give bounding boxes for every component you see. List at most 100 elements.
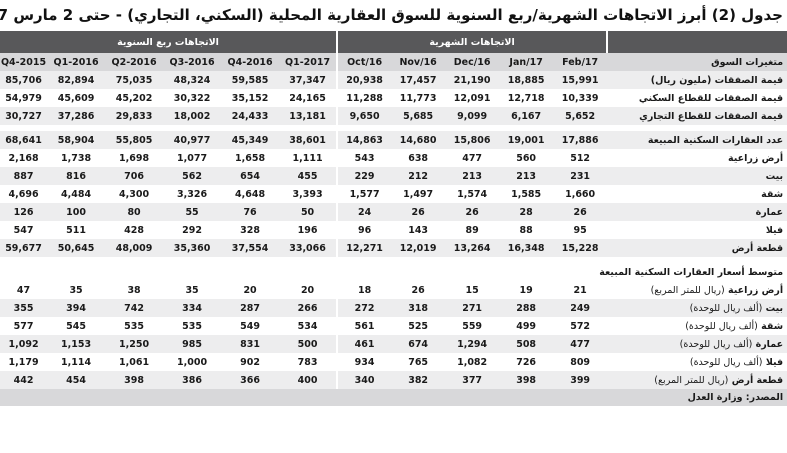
value-cell: 1,179 — [0, 353, 48, 371]
row-label: عمارة — [607, 203, 787, 221]
value-cell: 50 — [279, 203, 339, 221]
value-cell: 17,457 — [391, 71, 446, 89]
value-cell: 11,288 — [337, 89, 392, 107]
value-cell: 266 — [279, 299, 339, 317]
value-cell: 37,286 — [47, 107, 106, 125]
row-label-text: قيمة الصفقات للقطاع التجاري — [639, 110, 784, 122]
value-cell: 16,348 — [499, 239, 554, 257]
value-cell: 742 — [105, 299, 164, 317]
section-title: متوسط أسعار العقارات السكنية المبيعة — [0, 263, 787, 281]
value-cell: 1,000 — [163, 353, 222, 371]
value-cell: 461 — [337, 335, 392, 353]
table-row: شقة 1,660 1,585 1,574 1,497 1,577 3,393 4,648 3,… — [0, 185, 787, 203]
value-cell: 1,092 — [0, 335, 48, 353]
value-cell: 21 — [553, 281, 608, 299]
row-label: قطعة أرض — [607, 239, 787, 257]
value-cell: 5,652 — [553, 107, 608, 125]
table-row: شقة (ألف ريال للوحدة) 572 499 559 525 561 534 5… — [0, 317, 787, 335]
value-cell: 638 — [391, 149, 446, 167]
value-cell: 560 — [499, 149, 554, 167]
header-row: الاتجاهات الشهرية الاتجاهات ربع السنوية — [0, 31, 787, 53]
row-unit-text: (ألف ريال للوحدة) — [689, 356, 763, 368]
value-cell: 477 — [553, 335, 608, 353]
value-cell: 340 — [337, 371, 392, 389]
value-cell: 355 — [0, 299, 48, 317]
row-label: قيمة الصفقات للقطاع التجاري — [607, 107, 787, 125]
value-cell: 334 — [163, 299, 222, 317]
value-cell: 1,082 — [445, 353, 500, 371]
value-cell: 100 — [47, 203, 106, 221]
value-cell: 4,696 — [0, 185, 48, 203]
value-cell: 213 — [499, 167, 554, 185]
table-row: قيمة الصفقات للقطاع السكني 10,339 12,718 12… — [0, 89, 787, 107]
value-cell: 30,727 — [0, 107, 48, 125]
value-cell: 1,250 — [105, 335, 164, 353]
table-row: أرض زراعية (ريال للمتر المربع) 21 19 15 26 18… — [0, 281, 787, 299]
value-cell: 398 — [105, 371, 164, 389]
value-cell: 499 — [499, 317, 554, 335]
row-label: قطعة أرض (ريال للمتر المربع) — [607, 371, 787, 389]
row-label-text: أرض زراعية — [727, 152, 784, 164]
quarterly-period-header: 2016-Q4 — [221, 53, 280, 71]
value-cell: 29,833 — [105, 107, 164, 125]
value-cell: 765 — [391, 353, 446, 371]
monthly-period-header: Oct/16 — [337, 53, 392, 71]
value-cell: 75,035 — [105, 71, 164, 89]
value-cell: 45,609 — [47, 89, 106, 107]
value-cell: 35,152 — [221, 89, 280, 107]
value-cell: 229 — [337, 167, 392, 185]
value-cell: 377 — [445, 371, 500, 389]
value-cell: 2,168 — [0, 149, 48, 167]
value-cell: 783 — [279, 353, 339, 371]
value-cell: 26 — [553, 203, 608, 221]
source-note: المصدر: وزارة العدل — [0, 389, 787, 406]
value-cell: 35 — [163, 281, 222, 299]
value-cell: 55,805 — [105, 131, 164, 149]
value-cell: 366 — [221, 371, 280, 389]
value-cell: 126 — [0, 203, 48, 221]
monthly-period-header: Nov/16 — [391, 53, 446, 71]
value-cell: 3,326 — [163, 185, 222, 203]
value-cell: 37,554 — [221, 239, 280, 257]
value-cell: 549 — [221, 317, 280, 335]
value-cell: 59,585 — [221, 71, 280, 89]
row-label: شقة (ألف ريال للوحدة) — [607, 317, 787, 335]
value-cell: 59,677 — [0, 239, 48, 257]
value-cell: 9,099 — [445, 107, 500, 125]
row-label-text: بيت — [765, 302, 784, 314]
value-cell: 1,658 — [221, 149, 280, 167]
value-cell: 428 — [105, 221, 164, 239]
value-cell: 80 — [105, 203, 164, 221]
value-cell: 48,324 — [163, 71, 222, 89]
value-cell: 15,991 — [553, 71, 608, 89]
table-row: عمارة 26 28 26 26 24 50 76 55 80 100 126 — [0, 203, 787, 221]
row-label: بيت — [607, 167, 787, 185]
quarterly-period-header: 2016-Q2 — [105, 53, 164, 71]
quarterly-period-header: 2015-Q4 — [0, 53, 48, 71]
value-cell: 394 — [47, 299, 106, 317]
value-cell: 15,228 — [553, 239, 608, 257]
quarterly-period-header: 2016-Q3 — [163, 53, 222, 71]
row-label: بيت (ألف ريال للوحدة) — [607, 299, 787, 317]
value-cell: 88 — [499, 221, 554, 239]
table-row: قطعة أرض 15,228 16,348 13,264 12,019 12,271 33… — [0, 239, 787, 257]
value-cell: 4,484 — [47, 185, 106, 203]
value-cell: 196 — [279, 221, 339, 239]
spacer-row — [0, 257, 787, 263]
value-cell: 5,685 — [391, 107, 446, 125]
value-cell: 4,648 — [221, 185, 280, 203]
value-cell: 48,009 — [105, 239, 164, 257]
value-cell: 816 — [47, 167, 106, 185]
value-cell: 1,061 — [105, 353, 164, 371]
value-cell: 4,300 — [105, 185, 164, 203]
value-cell: 442 — [0, 371, 48, 389]
quarterly-period-header: 2016-Q1 — [47, 53, 106, 71]
row-label: قيمة الصفقات للقطاع السكني — [607, 89, 787, 107]
value-cell: 85,706 — [0, 71, 48, 89]
value-cell: 382 — [391, 371, 446, 389]
value-cell: 902 — [221, 353, 280, 371]
value-cell: 3,393 — [279, 185, 339, 203]
value-cell: 386 — [163, 371, 222, 389]
value-cell: 1,077 — [163, 149, 222, 167]
